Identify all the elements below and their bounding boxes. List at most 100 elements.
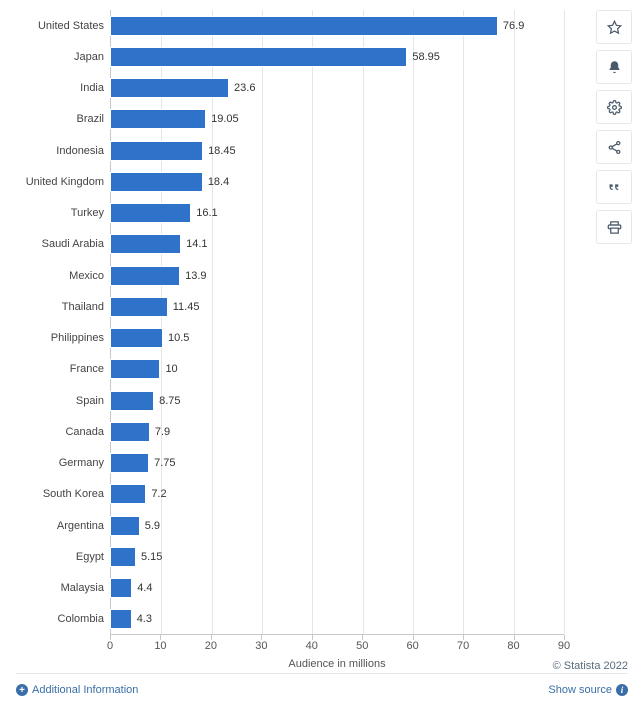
gear-icon (607, 100, 622, 115)
xtick-label: 70 (457, 640, 469, 652)
bar[interactable] (110, 78, 229, 98)
show-source-label: Show source (548, 684, 612, 696)
bar[interactable] (110, 453, 149, 473)
category-label: Spain (16, 395, 104, 407)
value-label: 7.9 (155, 426, 170, 438)
bar[interactable] (110, 297, 168, 317)
xtick-label: 80 (507, 640, 519, 652)
print-icon (607, 220, 622, 235)
xtick-label: 10 (154, 640, 166, 652)
category-label: Argentina (16, 520, 104, 532)
bar[interactable] (110, 109, 206, 129)
bar-row: Indonesia18.45 (16, 135, 570, 166)
star-icon (607, 20, 622, 35)
quote-icon (607, 180, 622, 195)
bar-row: Spain 8.75 (16, 385, 570, 416)
bar-row: Colombia 4.3 (16, 604, 570, 635)
bar-row: Mexico 13.9 (16, 260, 570, 291)
category-label: Colombia (16, 613, 104, 625)
category-label: Mexico (16, 270, 104, 282)
bar-row: Germany 7.75 (16, 448, 570, 479)
category-label: Germany (16, 457, 104, 469)
bar[interactable] (110, 234, 181, 254)
value-label: 7.2 (151, 488, 166, 500)
category-label: Turkey (16, 207, 104, 219)
category-label: Thailand (16, 301, 104, 313)
value-label: 4.4 (137, 582, 152, 594)
bar[interactable] (110, 328, 163, 348)
value-label: 7.75 (154, 457, 175, 469)
bar[interactable] (110, 266, 180, 286)
category-label: Philippines (16, 332, 104, 344)
show-source-link[interactable]: Show source i (548, 684, 628, 696)
print-button[interactable] (596, 210, 632, 244)
bar-row: Philippines 10.5 (16, 323, 570, 354)
bar[interactable] (110, 422, 150, 442)
plus-icon: + (16, 684, 28, 696)
bar-row: South Korea7.2 (16, 479, 570, 510)
value-label: 18.4 (208, 176, 229, 188)
bar-row: United States 76.9 (16, 10, 570, 41)
additional-info-link[interactable]: + Additional Information (16, 684, 138, 696)
favorite-button[interactable] (596, 10, 632, 44)
value-label: 58.95 (412, 51, 440, 63)
bar-row: Brazil 19.05 (16, 104, 570, 135)
value-label: 23.6 (234, 82, 255, 94)
bar[interactable] (110, 547, 136, 567)
share-button[interactable] (596, 130, 632, 164)
value-label: 14.1 (186, 238, 207, 250)
xtick-label: 0 (107, 640, 113, 652)
category-label: Japan (16, 51, 104, 63)
bar-row: Thailand 11.45 (16, 291, 570, 322)
settings-button[interactable] (596, 90, 632, 124)
bell-icon (607, 60, 622, 75)
category-label: United States (16, 20, 104, 32)
bar[interactable] (110, 141, 203, 161)
category-label: Indonesia (16, 145, 104, 157)
chart: Audience in millions 0102030405060708090… (16, 10, 570, 668)
value-label: 10.5 (168, 332, 189, 344)
xtick-label: 40 (306, 640, 318, 652)
bar-row: Malaysia 4.4 (16, 573, 570, 604)
value-label: 19.05 (211, 113, 239, 125)
category-label: Malaysia (16, 582, 104, 594)
xtick-label: 50 (356, 640, 368, 652)
bar-row: Canada 7.9 (16, 416, 570, 447)
cite-button[interactable] (596, 170, 632, 204)
xaxis-title: Audience in millions (110, 658, 564, 670)
bar-row: Argentina 5.9 (16, 510, 570, 541)
bar[interactable] (110, 16, 498, 36)
xtick-label: 30 (255, 640, 267, 652)
bar[interactable] (110, 359, 160, 379)
action-bar (596, 10, 632, 244)
bar[interactable] (110, 484, 146, 504)
notify-button[interactable] (596, 50, 632, 84)
category-label: United Kingdom (16, 176, 104, 188)
bar[interactable] (110, 172, 203, 192)
bar[interactable] (110, 516, 140, 536)
bar[interactable] (110, 47, 407, 67)
category-label: India (16, 82, 104, 94)
bar-row: Turkey 16.1 (16, 198, 570, 229)
value-label: 8.75 (159, 395, 180, 407)
value-label: 76.9 (503, 20, 524, 32)
value-label: 11.45 (173, 301, 200, 313)
value-label: 5.9 (145, 520, 160, 532)
xtick-label: 90 (558, 640, 570, 652)
value-label: 13.9 (185, 270, 206, 282)
category-label: Canada (16, 426, 104, 438)
bar[interactable] (110, 391, 154, 411)
category-label: Brazil (16, 113, 104, 125)
value-label: 16.1 (196, 207, 217, 219)
copyright: © Statista 2022 (553, 660, 628, 672)
bar[interactable] (110, 609, 132, 629)
value-label: 10 (165, 363, 177, 375)
bar[interactable] (110, 203, 191, 223)
chart-container: Audience in millions 0102030405060708090… (0, 0, 640, 721)
value-label: 4.3 (137, 613, 152, 625)
bar[interactable] (110, 578, 132, 598)
info-icon: i (616, 684, 628, 696)
bar-row: United Kingdom 18.4 (16, 166, 570, 197)
xtick-label: 60 (407, 640, 419, 652)
category-label: Egypt (16, 551, 104, 563)
